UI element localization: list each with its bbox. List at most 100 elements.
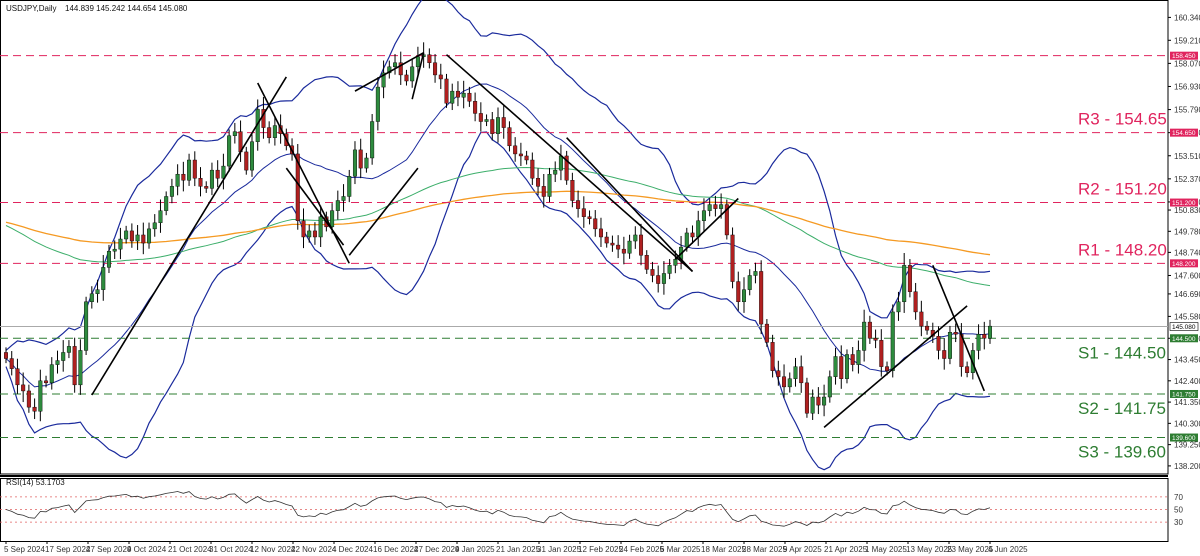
candle bbox=[936, 326, 941, 360]
level-label-s3: S3 - 139.60 bbox=[1078, 443, 1166, 462]
level-price-tag bbox=[1170, 259, 1198, 268]
candle-body-up bbox=[175, 173, 180, 187]
trend-line bbox=[348, 167, 419, 256]
rsi-panel-frame bbox=[0, 478, 1169, 542]
candle bbox=[358, 138, 363, 179]
candle-body-up bbox=[112, 248, 117, 252]
time-tick-label: 9 Oct 2024 bbox=[127, 545, 167, 554]
candle-body-down bbox=[776, 370, 781, 377]
candle-body-up bbox=[381, 72, 386, 88]
candle-body-up bbox=[410, 66, 415, 82]
candle-body-down bbox=[473, 101, 478, 114]
candle bbox=[513, 137, 518, 162]
trend-line bbox=[445, 54, 694, 273]
candle bbox=[953, 323, 958, 343]
candle bbox=[736, 271, 741, 311]
candle bbox=[478, 102, 483, 132]
candle-body-up bbox=[249, 141, 254, 171]
trend-lines bbox=[91, 51, 986, 429]
time-tick-label: 27 Dec 2024 bbox=[414, 545, 460, 554]
candle-body-up bbox=[61, 352, 66, 361]
candle-body-down bbox=[867, 321, 872, 339]
candle bbox=[593, 210, 598, 237]
candle-body-down bbox=[32, 406, 37, 412]
candle-body-down bbox=[524, 155, 529, 161]
price-tick-label: 142.400 bbox=[1174, 377, 1200, 386]
candle bbox=[244, 146, 249, 175]
time-tick-label: 28 Mar 2025 bbox=[742, 545, 787, 554]
candle bbox=[135, 225, 140, 250]
candle-body-up bbox=[742, 289, 747, 303]
price-tick-label: 158.070 bbox=[1174, 59, 1200, 68]
candle-body-down bbox=[26, 390, 31, 408]
candle bbox=[810, 389, 815, 420]
candle-body-down bbox=[204, 186, 209, 189]
candle-body-up bbox=[547, 173, 552, 197]
candle bbox=[896, 291, 901, 321]
candle-body-down bbox=[965, 366, 970, 373]
candle-body-up bbox=[827, 376, 832, 398]
candle-body-down bbox=[925, 325, 930, 331]
lower-band-line bbox=[5, 131, 991, 471]
candle-body-down bbox=[192, 159, 197, 179]
candle-body-down bbox=[581, 208, 586, 217]
candle bbox=[787, 372, 792, 393]
candle bbox=[576, 190, 581, 218]
candle-body-down bbox=[455, 90, 460, 98]
candle-body-down bbox=[507, 127, 512, 147]
candle-body-down bbox=[885, 366, 890, 371]
candle-body-up bbox=[209, 169, 214, 189]
time-tick-label: 31 Jan 2025 bbox=[537, 545, 582, 554]
candle-body-down bbox=[799, 366, 804, 384]
candle-body-up bbox=[947, 331, 952, 359]
candle bbox=[627, 234, 632, 259]
candle-body-down bbox=[816, 396, 821, 406]
candle-body-up bbox=[164, 196, 169, 211]
price-tick-label: 153.510 bbox=[1174, 152, 1200, 161]
candle bbox=[764, 319, 769, 347]
trend-line bbox=[91, 76, 288, 396]
rsi-title: RSI(14) 53.1703 bbox=[6, 478, 65, 487]
candle bbox=[101, 255, 106, 301]
candle bbox=[856, 340, 861, 374]
candle-body-up bbox=[49, 364, 54, 384]
candle bbox=[364, 152, 369, 173]
candle-body-down bbox=[919, 311, 924, 327]
candle-body-up bbox=[896, 301, 901, 313]
candle bbox=[147, 222, 152, 249]
candle-body-down bbox=[598, 228, 603, 238]
middle-band-line bbox=[5, 83, 991, 388]
candlesticks bbox=[3, 42, 993, 422]
candle-body-up bbox=[719, 204, 724, 209]
candle-body-down bbox=[936, 336, 941, 351]
candle bbox=[633, 226, 638, 249]
candle-body-up bbox=[55, 360, 60, 365]
candle bbox=[799, 355, 804, 393]
candle bbox=[375, 77, 380, 131]
candle bbox=[21, 372, 26, 403]
candle bbox=[793, 357, 798, 387]
level-price-tag-text: 158.450 bbox=[1172, 53, 1196, 60]
candle-body-down bbox=[953, 331, 958, 335]
candle-body-down bbox=[730, 234, 735, 282]
trend-line bbox=[674, 197, 739, 260]
trend-line bbox=[932, 265, 986, 392]
support-resistance-levels bbox=[0, 55, 1168, 439]
candle-body-down bbox=[141, 234, 146, 244]
level-price-tag bbox=[1170, 433, 1198, 442]
candle-body-up bbox=[347, 176, 352, 197]
time-tick-label: 21 Oct 2024 bbox=[168, 545, 212, 554]
current-price-tag-text: 145.080 bbox=[1172, 324, 1196, 331]
level-label-s1: S1 - 144.50 bbox=[1078, 343, 1166, 362]
candle bbox=[227, 129, 232, 172]
time-tick-label: 6 Mar 2025 bbox=[660, 545, 701, 554]
time-tick-label: 1 May 2025 bbox=[865, 545, 907, 554]
price-tick-label: 160.340 bbox=[1174, 13, 1200, 22]
candle-body-up bbox=[902, 265, 907, 303]
candle bbox=[198, 167, 203, 197]
candle bbox=[902, 252, 907, 313]
moving-averages bbox=[5, 166, 991, 287]
candle-body-down bbox=[913, 291, 918, 313]
